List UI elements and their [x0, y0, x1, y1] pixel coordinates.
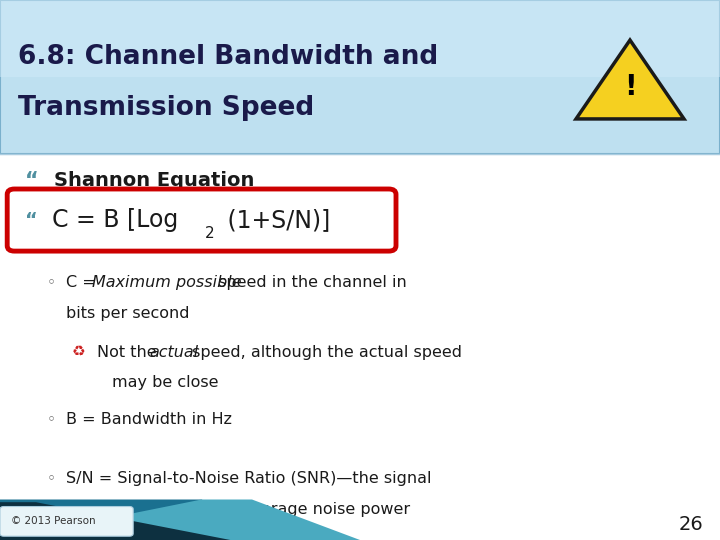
Polygon shape — [0, 500, 360, 540]
Text: may be close: may be close — [112, 375, 218, 390]
Text: Transmission Speed: Transmission Speed — [18, 95, 314, 121]
Text: !: ! — [624, 73, 636, 102]
Text: bits per second: bits per second — [66, 306, 190, 321]
Text: Maximum possible: Maximum possible — [92, 275, 242, 291]
Text: B = Bandwidth in Hz: B = Bandwidth in Hz — [66, 412, 233, 427]
Polygon shape — [0, 502, 230, 540]
Text: 26: 26 — [679, 515, 703, 535]
Bar — [0, 0, 720, 77]
Text: Not the: Not the — [97, 345, 162, 360]
Text: S/N = Signal-to-Noise Ratio (SNR)—the signal: S/N = Signal-to-Noise Ratio (SNR)—the si… — [66, 471, 432, 487]
Polygon shape — [0, 500, 274, 540]
Text: 6.8: Channel Bandwidth and: 6.8: Channel Bandwidth and — [18, 44, 438, 70]
Text: speed in the channel in: speed in the channel in — [213, 275, 407, 291]
FancyBboxPatch shape — [7, 189, 396, 251]
Text: 2: 2 — [205, 226, 215, 241]
Polygon shape — [576, 40, 684, 119]
Text: “: “ — [25, 171, 39, 191]
Text: C =: C = — [66, 275, 101, 291]
Text: © 2013 Pearson: © 2013 Pearson — [11, 516, 96, 526]
Text: speed, although the actual speed: speed, although the actual speed — [187, 345, 462, 360]
Text: actual: actual — [149, 345, 198, 360]
Text: (1+S/N)]: (1+S/N)] — [220, 208, 330, 232]
Text: power divided by the average noise power: power divided by the average noise power — [66, 502, 410, 517]
Text: ◦: ◦ — [47, 471, 56, 487]
Text: ◦: ◦ — [47, 412, 56, 427]
Text: Shannon Equation: Shannon Equation — [54, 171, 254, 191]
Text: ◦: ◦ — [47, 275, 56, 291]
Text: “: “ — [25, 211, 38, 230]
FancyBboxPatch shape — [0, 507, 133, 536]
Bar — [0, 0, 720, 154]
Text: ♻: ♻ — [72, 345, 86, 360]
Text: C = B [Log: C = B [Log — [52, 208, 178, 232]
